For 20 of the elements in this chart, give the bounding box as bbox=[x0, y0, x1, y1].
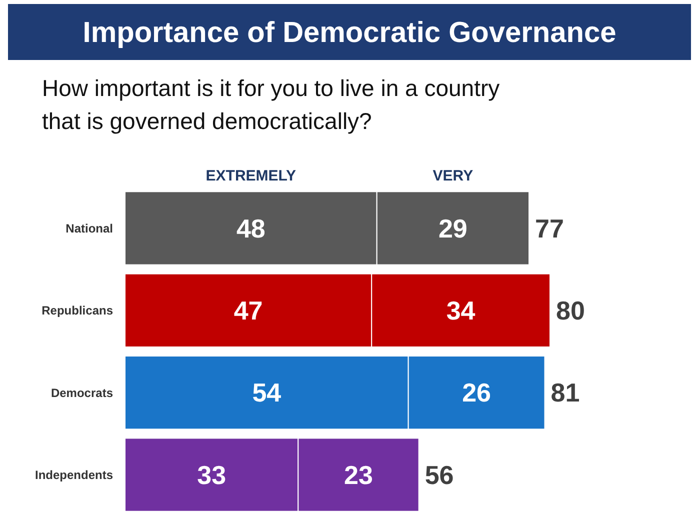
data-label: 47 bbox=[234, 296, 263, 326]
chart-title: Importance of Democratic Governance bbox=[82, 17, 616, 50]
chart-subtitle: How important is it for you to live in a country that is governed democratically? bbox=[42, 75, 500, 134]
data-label: 23 bbox=[344, 460, 373, 490]
series-label: EXTREMELY bbox=[206, 167, 296, 184]
total-label: 56 bbox=[424, 460, 454, 490]
data-label: 54 bbox=[252, 378, 282, 408]
y-tick-label: Democrats bbox=[50, 386, 114, 400]
data-label: 33 bbox=[197, 460, 226, 490]
y-tick-label: Independents bbox=[34, 468, 114, 482]
total-label: 77 bbox=[535, 213, 564, 244]
data-label: 26 bbox=[462, 378, 492, 408]
data-label: 48 bbox=[236, 213, 266, 244]
y-tick-label: National bbox=[66, 221, 113, 236]
data-label: 34 bbox=[446, 296, 476, 326]
total-label: 80 bbox=[556, 296, 585, 326]
series-label: VERY bbox=[432, 167, 474, 184]
data-label: 29 bbox=[438, 213, 468, 244]
total-label: 81 bbox=[550, 378, 580, 408]
y-tick-label: Republicans bbox=[42, 304, 114, 318]
